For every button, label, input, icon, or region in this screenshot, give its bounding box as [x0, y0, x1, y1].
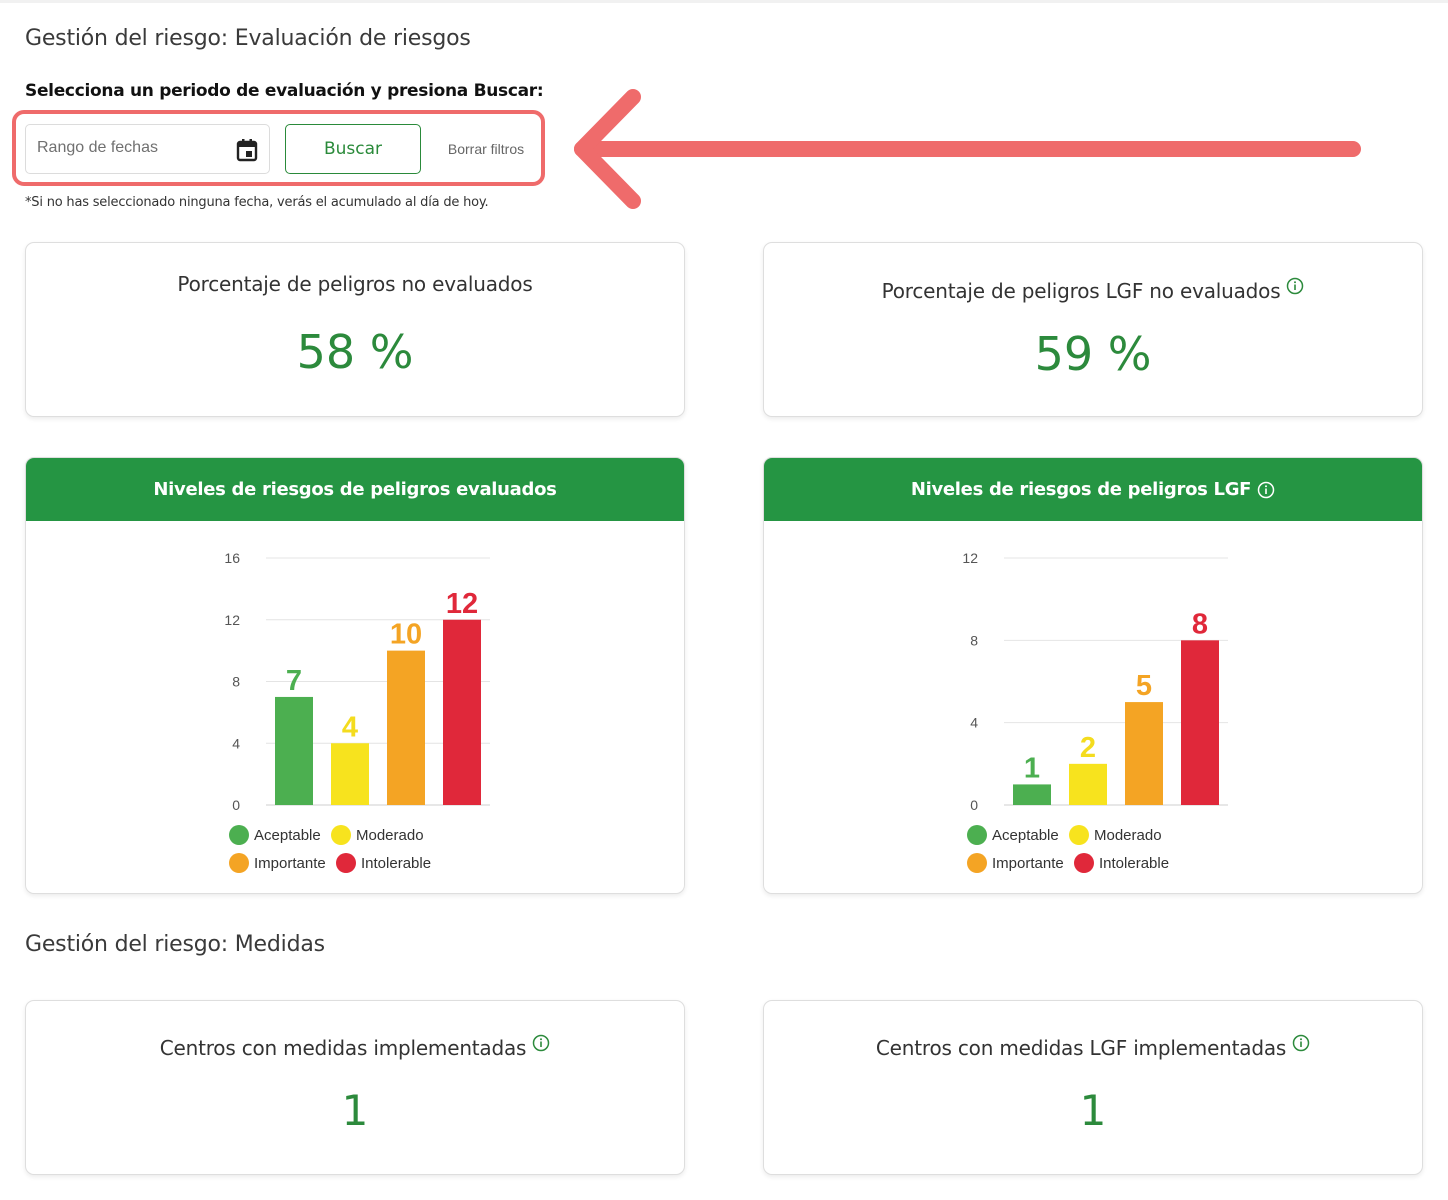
measure-label: Centros con medidas implementadas [159, 1036, 527, 1060]
date-range-input[interactable]: Rango de fechas [25, 124, 270, 174]
section-title-medidas: Gestión del riesgo: Medidas [25, 932, 325, 957]
y-tick-label: 0 [232, 797, 240, 813]
search-button[interactable]: Buscar [285, 124, 421, 174]
bar-chart-evaluados: 0 4 8 12 16 7 4 10 12 Aceptable Moderado Importante… [224, 550, 490, 873]
data-label: 1 [1024, 752, 1040, 784]
bar-moderado [331, 743, 369, 805]
bar-moderado [1069, 763, 1107, 805]
measure-card-centros-lgf: Centros con medidas LGF implementadas 1 [763, 1000, 1423, 1175]
date-range-placeholder: Rango de fechas [37, 139, 158, 156]
calendar-icon[interactable] [236, 138, 258, 162]
kpi-label: Porcentaje de peligros LGF no evaluados [881, 279, 1281, 303]
legend-swatch [967, 825, 987, 845]
bar-intolerable [443, 619, 481, 805]
data-label: 4 [342, 711, 358, 743]
measure-label-row: Centros con medidas LGF implementadas [764, 1034, 1422, 1060]
legend-swatch [229, 853, 249, 873]
top-divider [0, 0, 1448, 3]
kpi-value: 59 % [1034, 327, 1152, 381]
legend-label: Intolerable [361, 855, 431, 872]
legend-label: Moderado [356, 827, 424, 844]
data-label: 12 [446, 588, 478, 620]
kpi-label: Porcentaje de peligros no evaluados [177, 272, 533, 296]
y-tick-label: 12 [962, 550, 978, 566]
chart-header: Niveles de riesgos de peligros LGF [764, 458, 1422, 521]
legend-swatch [229, 825, 249, 845]
legend-label: Importante [254, 855, 326, 872]
y-tick-label: 16 [224, 550, 240, 566]
legend-label: Aceptable [992, 827, 1059, 844]
date-footnote: *Si no has seleccionado ninguna fecha, v… [25, 195, 489, 210]
legend-label: Aceptable [254, 827, 321, 844]
clear-filters-button[interactable]: Borrar filtros [447, 141, 525, 157]
data-label: 2 [1080, 732, 1096, 764]
section-title-evaluacion: Gestión del riesgo: Evaluación de riesgo… [25, 26, 471, 51]
data-label: 10 [390, 619, 422, 651]
bar-aceptable [1013, 784, 1051, 805]
annotation-arrow-icon [574, 89, 1361, 209]
bar-importante [1125, 702, 1163, 805]
y-tick-label: 8 [232, 674, 240, 690]
bar-intolerable [1181, 640, 1219, 805]
legend-swatch [331, 825, 351, 845]
kpi-card-lgf-no-evaluados: Porcentaje de peligros LGF no evaluados … [763, 242, 1423, 417]
measure-value: 1 [1079, 1086, 1107, 1135]
chart-card-lgf: Niveles de riesgos de peligros LGF 0 4 8 12… [763, 457, 1423, 894]
bar-aceptable [275, 696, 313, 805]
y-tick-label: 4 [970, 715, 978, 731]
y-tick-label: 12 [224, 612, 240, 628]
y-tick-label: 4 [232, 735, 240, 751]
data-label: 5 [1136, 670, 1152, 702]
kpi-card-no-evaluados: Porcentaje de peligros no evaluados 58 % [25, 242, 685, 417]
y-tick-label: 8 [970, 632, 978, 648]
chart-title: Niveles de riesgos de peligros LGF [910, 479, 1252, 500]
info-icon[interactable] [1292, 1034, 1310, 1052]
chart-header: Niveles de riesgos de peligros evaluados [26, 458, 684, 521]
chart-card-evaluados: Niveles de riesgos de peligros evaluados… [25, 457, 685, 894]
filter-prompt: Selecciona un periodo de evaluación y pr… [25, 81, 544, 101]
measure-value: 1 [341, 1086, 369, 1135]
info-icon[interactable] [1257, 481, 1275, 499]
legend-swatch [967, 853, 987, 873]
bar-importante [387, 650, 425, 805]
highlight-annotation [12, 110, 545, 186]
info-icon[interactable] [1286, 277, 1304, 295]
legend-label: Moderado [1094, 827, 1162, 844]
measure-card-centros: Centros con medidas implementadas 1 [25, 1000, 685, 1175]
chart-title: Niveles de riesgos de peligros evaluados [153, 479, 557, 500]
kpi-value: 58 % [296, 325, 414, 379]
kpi-label-row: Porcentaje de peligros LGF no evaluados [764, 277, 1422, 303]
legend-swatch [336, 853, 356, 873]
data-label: 7 [286, 665, 302, 697]
y-tick-label: 0 [970, 797, 978, 813]
legend-label: Importante [992, 855, 1064, 872]
info-icon[interactable] [532, 1034, 550, 1052]
measure-label: Centros con medidas LGF implementadas [875, 1036, 1287, 1060]
data-label: 8 [1192, 608, 1208, 640]
measure-label-row: Centros con medidas implementadas [26, 1034, 684, 1060]
legend-swatch [1074, 853, 1094, 873]
legend-swatch [1069, 825, 1089, 845]
legend-label: Intolerable [1099, 855, 1169, 872]
